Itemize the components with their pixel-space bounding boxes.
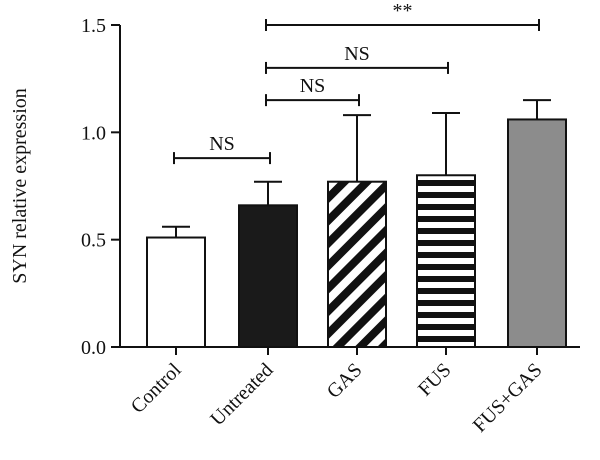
x-tick-label: FUS [414, 359, 456, 401]
y-tick-label: 1.5 [81, 15, 106, 37]
x-tick-label: GAS [323, 359, 367, 403]
significance-label: NS [344, 43, 370, 65]
bar-fus [416, 174, 476, 348]
y-axis-label: SYN relative expression [9, 88, 31, 284]
y-tick-label: 1.0 [81, 122, 106, 144]
plot-area: 0.0 0.5 1.0 1.5 Control Untreated GAS FUS FUS+GA… [81, 0, 580, 437]
bar-untreated [238, 204, 298, 348]
bar-fus-gas [507, 118, 567, 348]
significance-label: NS [209, 133, 235, 155]
significance-label: NS [300, 75, 326, 97]
x-tick-label: Control [127, 359, 186, 418]
significance-label: ** [393, 0, 413, 22]
x-tick-label: Untreated [206, 359, 277, 430]
bar-control [146, 236, 206, 349]
x-tick-label: FUS+GAS [469, 359, 547, 437]
y-tick-label: 0.0 [81, 337, 106, 359]
y-tick-label: 0.5 [81, 230, 106, 252]
bar-gas [327, 180, 387, 348]
